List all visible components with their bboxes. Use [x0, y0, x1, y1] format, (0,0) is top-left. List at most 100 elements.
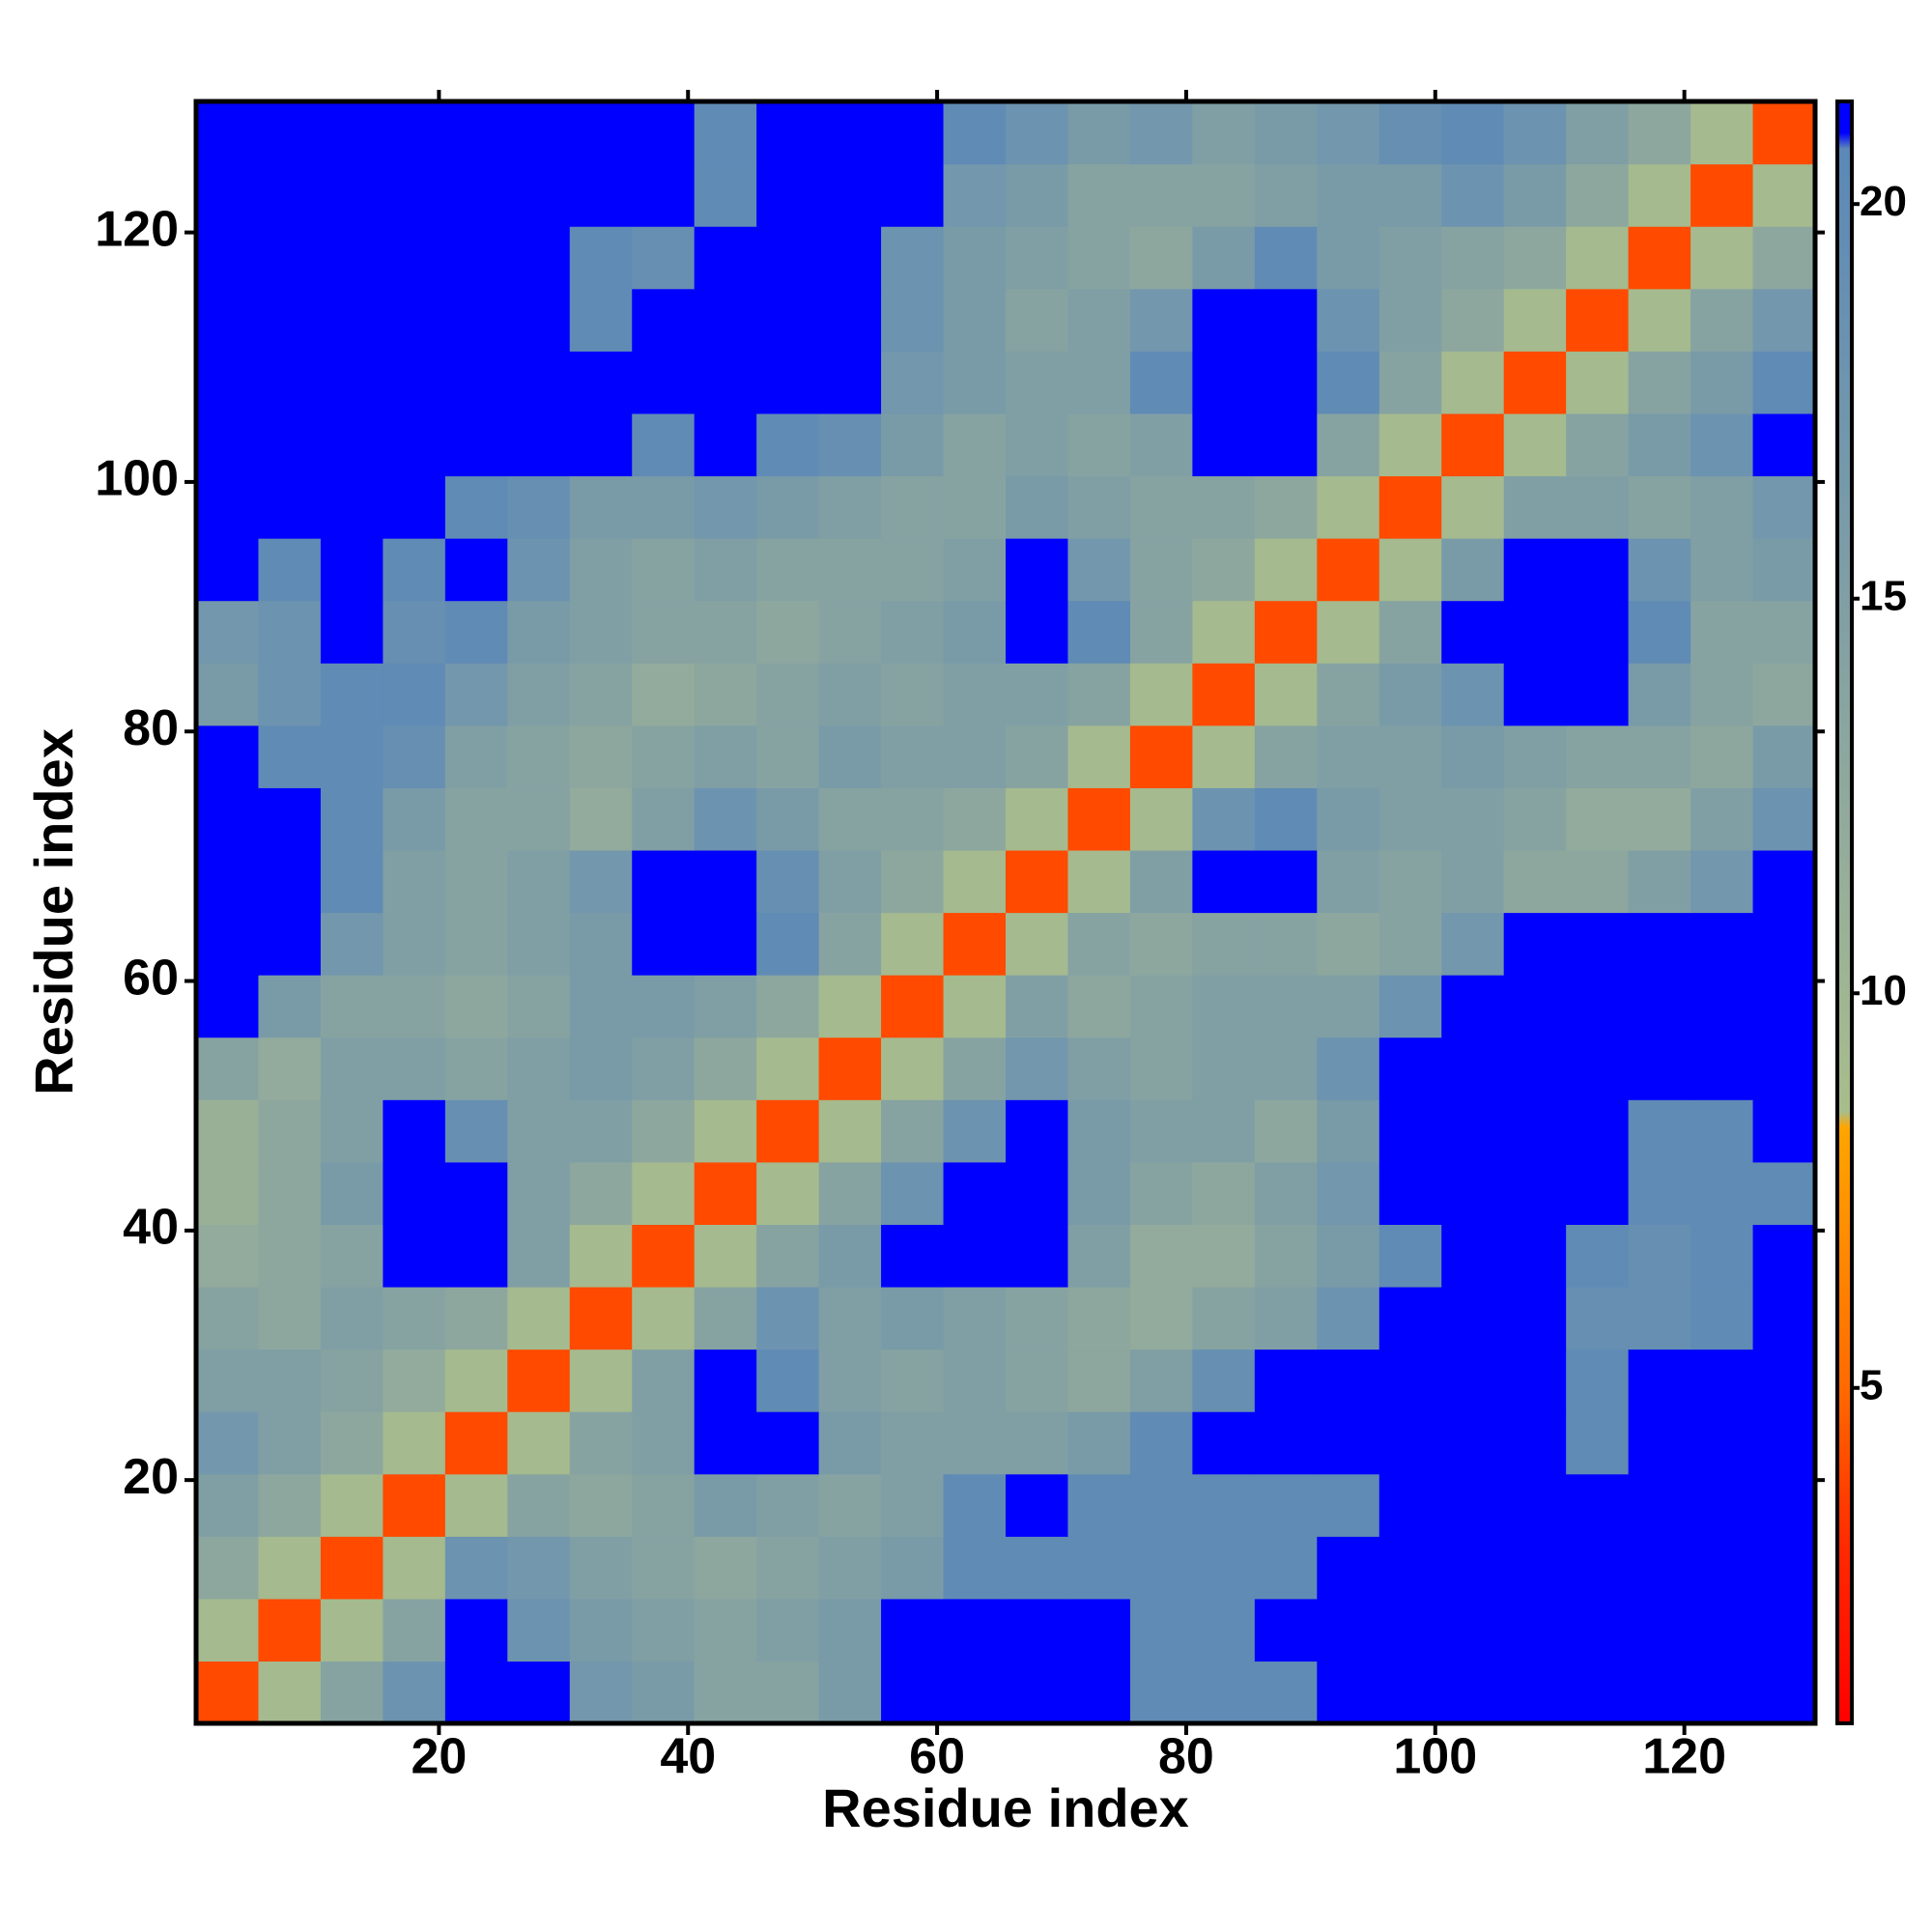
heatmap-cell: [383, 226, 446, 290]
heatmap-cell: [881, 1598, 945, 1662]
heatmap-cell: [943, 412, 1007, 477]
heatmap-cell: [1752, 351, 1816, 414]
heatmap-cell: [632, 849, 696, 914]
heatmap-cell: [1441, 1224, 1505, 1288]
heatmap-cell: [881, 975, 945, 1038]
heatmap-cell: [383, 412, 446, 477]
heatmap-cell: [1441, 163, 1505, 227]
heatmap-cell: [1067, 1286, 1131, 1350]
heatmap-cell: [1378, 849, 1442, 914]
heatmap-cell: [258, 1161, 322, 1225]
heatmap-cell: [694, 849, 757, 914]
heatmap-cell: [258, 1037, 322, 1100]
heatmap-cell: [507, 724, 571, 788]
heatmap-cell: [196, 1161, 260, 1225]
heatmap-cell: [196, 1598, 260, 1662]
heatmap-cell: [320, 1349, 384, 1412]
heatmap-cell: [943, 975, 1007, 1038]
heatmap-cell: [1192, 912, 1256, 976]
heatmap-cell: [1690, 663, 1754, 726]
heatmap-cell: [320, 724, 384, 788]
heatmap-cell: [569, 351, 633, 414]
heatmap-cell: [756, 1286, 820, 1350]
heatmap-cell: [1441, 1473, 1505, 1537]
x-tick-label: 120: [1642, 1729, 1726, 1785]
heatmap-cell: [1317, 1411, 1380, 1475]
heatmap-cell: [694, 163, 757, 227]
heatmap-cell: [1129, 226, 1193, 290]
heatmap-cell: [1129, 1161, 1193, 1225]
heatmap-cell: [1067, 787, 1131, 851]
heatmap-cell: [1752, 1661, 1816, 1724]
heatmap-cell: [1378, 1411, 1442, 1475]
heatmap-cell: [881, 663, 945, 726]
heatmap-cell: [1752, 101, 1816, 165]
heatmap-cell: [943, 1161, 1007, 1225]
heatmap-cell: [1317, 975, 1380, 1038]
heatmap-cell: [881, 1161, 945, 1225]
heatmap-cell: [196, 1536, 260, 1600]
heatmap-cell: [569, 1536, 633, 1600]
heatmap-cell: [1752, 1598, 1816, 1662]
heatmap-cell: [756, 724, 820, 788]
heatmap-cell: [881, 1536, 945, 1600]
heatmap-cell: [881, 538, 945, 602]
heatmap-cell: [1067, 475, 1131, 539]
heatmap-cell: [1503, 975, 1567, 1038]
heatmap-cell: [1441, 849, 1505, 914]
heatmap-cell: [943, 475, 1007, 539]
heatmap-cell: [1566, 475, 1630, 539]
heatmap-cell: [818, 912, 882, 976]
heatmap-cell: [1006, 1473, 1069, 1537]
heatmap-cell: [694, 600, 757, 664]
heatmap-cell: [1503, 1411, 1567, 1475]
heatmap-cell: [1317, 787, 1380, 851]
heatmap-cell: [1192, 1473, 1256, 1537]
x-tick-label: 60: [909, 1729, 965, 1785]
heatmap-cell: [569, 1661, 633, 1724]
heatmap-cell: [694, 226, 757, 290]
heatmap-cell: [196, 288, 260, 352]
heatmap-cell: [569, 975, 633, 1038]
heatmap-cell: [444, 1099, 508, 1163]
heatmap-cell: [196, 1349, 260, 1412]
heatmap-cell: [632, 1224, 696, 1288]
heatmap-cell: [1067, 1411, 1131, 1475]
heatmap-cell: [507, 163, 571, 227]
heatmap-cell: [258, 912, 322, 976]
heatmap-cell: [569, 538, 633, 602]
heatmap-cell: [818, 724, 882, 788]
heatmap-cell: [1006, 1037, 1069, 1100]
heatmap-cell: [694, 787, 757, 851]
heatmap-cell: [632, 1411, 696, 1475]
heatmap-cell: [1129, 1349, 1193, 1412]
heatmap-cell: [1254, 1411, 1318, 1475]
heatmap-cell: [1067, 288, 1131, 352]
heatmap-cell: [444, 912, 508, 976]
heatmap-cell: [1566, 1411, 1630, 1475]
heatmap-cell: [632, 101, 696, 165]
heatmap-cell: [1441, 1598, 1505, 1662]
heatmap-cell: [258, 1286, 322, 1350]
heatmap-cell: [1752, 1224, 1816, 1288]
heatmap-cell: [1752, 538, 1816, 602]
heatmap-cell: [507, 600, 571, 664]
heatmap-cell: [1566, 1536, 1630, 1600]
heatmap-cell: [383, 663, 446, 726]
heatmap-cell: [1503, 1161, 1567, 1225]
heatmap-cell: [1752, 1473, 1816, 1537]
heatmap-cell: [1317, 163, 1380, 227]
heatmap-cell: [756, 163, 820, 227]
heatmap-cell: [1192, 663, 1256, 726]
heatmap-cell: [1317, 1598, 1380, 1662]
heatmap-cell: [507, 1349, 571, 1412]
heatmap-cell: [444, 412, 508, 477]
heatmap-cell: [1067, 101, 1131, 165]
heatmap-cell: [1067, 1661, 1131, 1724]
heatmap-cell: [1690, 101, 1754, 165]
heatmap-cell: [196, 1037, 260, 1100]
heatmap-cell: [1441, 1286, 1505, 1350]
heatmap-cell: [1503, 849, 1567, 914]
heatmap-cell: [1752, 1536, 1816, 1600]
heatmap-cell: [1690, 849, 1754, 914]
